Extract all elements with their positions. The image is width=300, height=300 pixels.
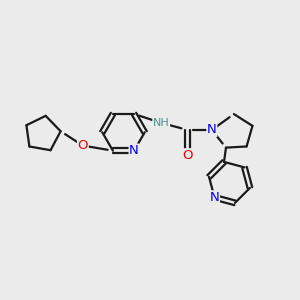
Text: O: O bbox=[78, 139, 88, 152]
Text: N: N bbox=[129, 144, 139, 157]
Text: N: N bbox=[210, 191, 219, 204]
Text: O: O bbox=[182, 149, 193, 162]
Text: N: N bbox=[207, 124, 217, 136]
Text: NH: NH bbox=[153, 118, 169, 128]
